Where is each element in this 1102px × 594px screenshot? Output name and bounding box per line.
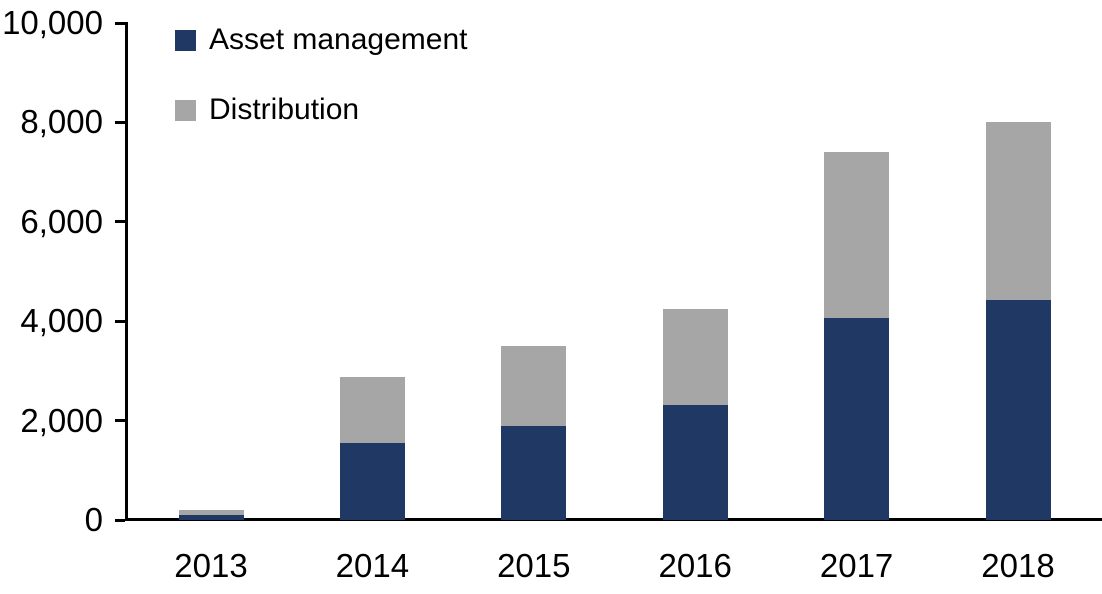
bar-2015-distribution [501, 346, 567, 426]
legend-item-asset-management: Asset management [175, 20, 467, 60]
x-tick-label-2015: 2015 [497, 547, 571, 584]
y-axis-line [125, 22, 128, 521]
y-tick-label-10-000: 10,000 [2, 4, 103, 41]
y-tick-label-0: 0 [84, 501, 103, 538]
x-tick-label-2016: 2016 [658, 547, 732, 584]
x-tick-label-2018: 2018 [981, 547, 1055, 584]
y-tick-label-8-000: 8,000 [20, 103, 103, 141]
legend-label-asset-management: Asset management [209, 23, 468, 56]
y-tick-2-000 [115, 419, 125, 423]
x-axis-line [125, 518, 1102, 521]
bar-2013-asset-management [178, 515, 244, 520]
y-tick-label-2-000: 2,000 [20, 401, 103, 439]
bar-2014-asset-management [339, 442, 405, 520]
y-tick-10-000 [115, 21, 125, 25]
bar-2014-distribution [339, 376, 405, 443]
bar-2016-distribution [662, 308, 728, 405]
bar-2013-distribution [178, 510, 244, 516]
bar-2015-asset-management [501, 425, 567, 520]
y-tick-0 [115, 518, 125, 522]
bar-2016-asset-management [662, 404, 728, 520]
asset-management-swatch-icon [175, 29, 196, 51]
bar-2018-asset-management [985, 299, 1051, 520]
y-tick-4-000 [115, 319, 125, 323]
x-tick-label-2014: 2014 [335, 547, 410, 584]
bar-2017-distribution [824, 152, 890, 319]
bar-2018-distribution [985, 122, 1051, 300]
y-tick-label-4-000: 4,000 [20, 302, 103, 340]
x-tick-label-2017: 2017 [819, 547, 894, 584]
y-tick-6-000 [115, 220, 125, 224]
legend-label-distribution: Distribution [209, 93, 360, 126]
y-tick-8-000 [115, 120, 125, 124]
x-tick-label-2013: 2013 [174, 547, 248, 584]
bar-2017-asset-management [824, 318, 890, 520]
legend-item-distribution: Distribution [175, 90, 359, 130]
distribution-swatch-icon [175, 99, 196, 121]
y-tick-label-6-000: 6,000 [20, 202, 103, 240]
